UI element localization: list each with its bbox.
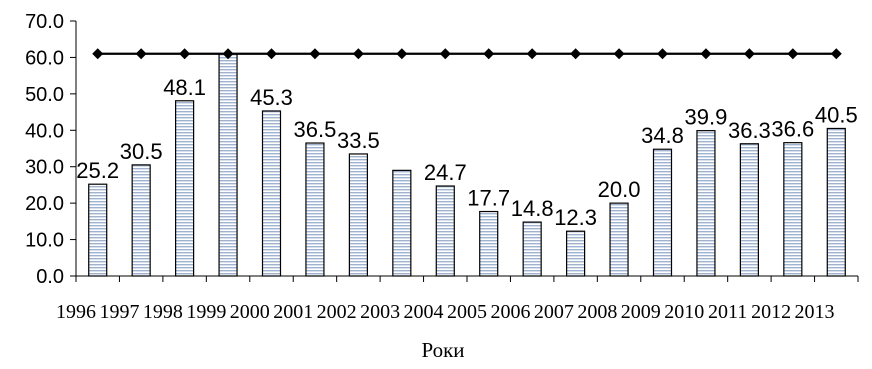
line-point-marker — [657, 48, 668, 60]
bar — [261, 110, 282, 277]
bar — [826, 127, 846, 277]
bar — [218, 53, 238, 277]
x-tick-label: 1999 — [186, 301, 226, 323]
bar-data-label: 33.5 — [337, 128, 380, 153]
bar — [88, 183, 108, 277]
line-point-marker — [222, 48, 234, 60]
x-tick-label: 2009 — [621, 301, 661, 323]
line-point-marker — [700, 48, 712, 60]
line-point-marker — [787, 48, 799, 60]
line-point-marker — [135, 48, 147, 60]
bar — [392, 169, 412, 277]
bar — [175, 100, 195, 277]
line-point-marker — [309, 48, 321, 60]
y-tick-label: 70.0 — [25, 11, 64, 33]
bar-data-label: 45.3 — [250, 85, 293, 110]
bar-data-label: 14.8 — [511, 196, 554, 221]
x-tick-label: 1996 — [56, 301, 96, 323]
bar-data-label: 39.9 — [685, 105, 728, 130]
bar — [566, 230, 586, 277]
bar-data-label: 40.5 — [815, 102, 858, 127]
x-axis-title: Роки — [421, 338, 464, 362]
bar-data-label: 12.3 — [554, 205, 597, 230]
line-point-marker — [743, 48, 755, 60]
x-axis: 1996 1997 1998 1999 2000 2001 2002 2003 2004 2005… — [56, 275, 859, 323]
x-tick-label: 2002 — [317, 301, 357, 323]
x-tick-label: 2010 — [664, 301, 704, 323]
line-point-marker — [613, 48, 625, 60]
bar — [696, 130, 716, 277]
y-tick-label: 50.0 — [25, 84, 64, 106]
y-axis: 0.0 10.0 20.0 30.0 40.0 50.0 60.0 70.0 — [25, 11, 77, 288]
y-tick-label: 40.0 — [25, 120, 64, 142]
bar — [305, 142, 325, 277]
y-tick-label: 0.0 — [36, 266, 64, 288]
x-tick-label: 2005 — [447, 301, 487, 323]
x-tick-label: 2013 — [795, 301, 835, 323]
bar — [652, 148, 673, 277]
bar-series — [88, 53, 846, 277]
y-tick-label: 30.0 — [25, 157, 64, 179]
bar-data-label: 17.7 — [467, 186, 510, 211]
bar-data-label: 34.8 — [641, 123, 684, 148]
x-tick-label: 2008 — [577, 301, 617, 323]
x-tick-label: 2007 — [534, 301, 574, 323]
bar-data-label: 36.5 — [294, 117, 337, 142]
x-tick-label: 2001 — [273, 301, 313, 323]
bar — [479, 210, 499, 277]
bar-data-label: 30.5 — [120, 139, 163, 164]
data-labels: 25.230.5 48.1 45.336.5 33.5 24.717.7 14.8 12.3… — [76, 75, 857, 230]
bar — [131, 164, 151, 277]
x-tick-label: 1997 — [99, 301, 139, 323]
line-point-marker — [526, 48, 538, 60]
line-point-marker — [92, 48, 104, 60]
bar-data-label: 48.1 — [163, 75, 206, 100]
bar — [348, 153, 368, 277]
x-tick-label: 1998 — [143, 301, 183, 323]
line-point-marker — [179, 48, 191, 60]
bar-data-label: 25.2 — [76, 158, 119, 183]
bar — [739, 143, 759, 277]
bar — [435, 185, 455, 277]
x-tick-label: 2011 — [708, 301, 747, 323]
line-point-marker — [439, 48, 451, 60]
line-point-marker — [396, 48, 408, 60]
line-series — [92, 48, 842, 60]
bar-data-label: 24.7 — [424, 160, 467, 185]
line-point-marker — [266, 48, 277, 60]
line-point-marker — [483, 48, 495, 60]
line-point-marker — [830, 48, 842, 60]
y-tick-label: 10.0 — [25, 230, 64, 252]
line-point-marker — [570, 48, 582, 60]
x-tick-label: 2006 — [490, 301, 530, 323]
bar-data-label: 36.3 — [728, 118, 771, 143]
x-tick-label: 2000 — [230, 301, 270, 323]
bar-data-label: 36.6 — [771, 117, 814, 142]
line-point-marker — [352, 48, 364, 60]
x-tick-label: 2004 — [404, 301, 444, 323]
bar — [609, 202, 629, 277]
bar — [522, 221, 542, 277]
x-tick-label: 2012 — [751, 301, 791, 323]
bar — [783, 142, 803, 277]
y-tick-label: 60.0 — [25, 47, 64, 69]
y-tick-label: 20.0 — [25, 193, 64, 215]
bar-data-label: 20.0 — [598, 177, 641, 202]
x-tick-label: 2003 — [360, 301, 400, 323]
